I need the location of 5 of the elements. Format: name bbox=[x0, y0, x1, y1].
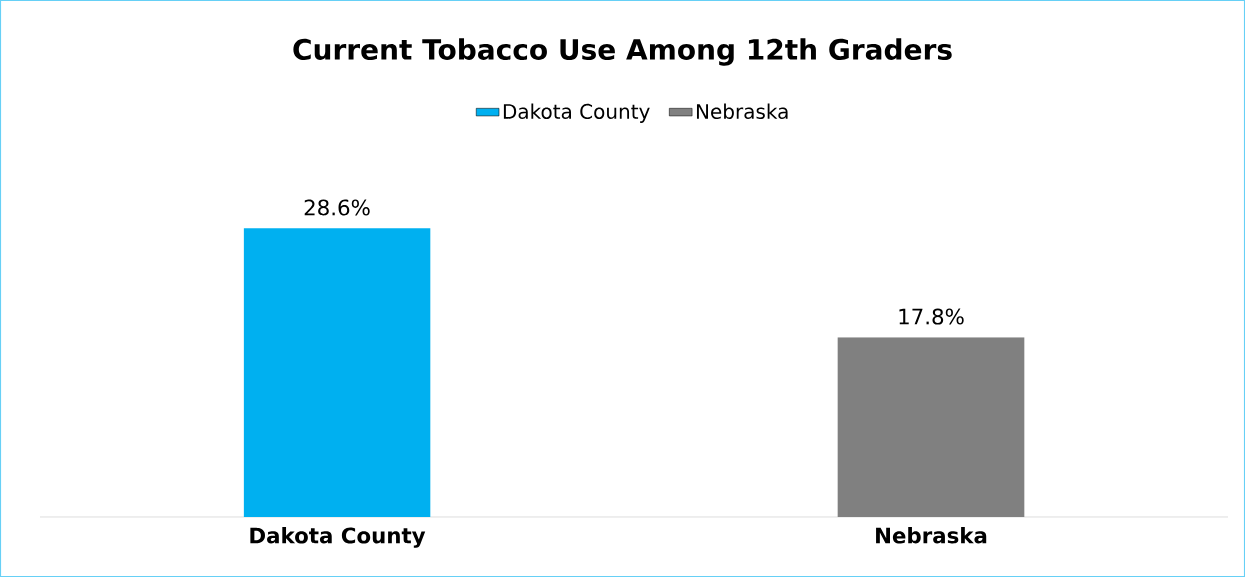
legend-label: Nebraska bbox=[696, 103, 788, 120]
data-label: 17.8% bbox=[899, 308, 964, 325]
legend-label: Dakota County bbox=[503, 103, 650, 123]
data-label: 28.6% bbox=[304, 199, 370, 216]
chart-title: Current Tobacco Use Among 12th Graders bbox=[293, 38, 952, 66]
